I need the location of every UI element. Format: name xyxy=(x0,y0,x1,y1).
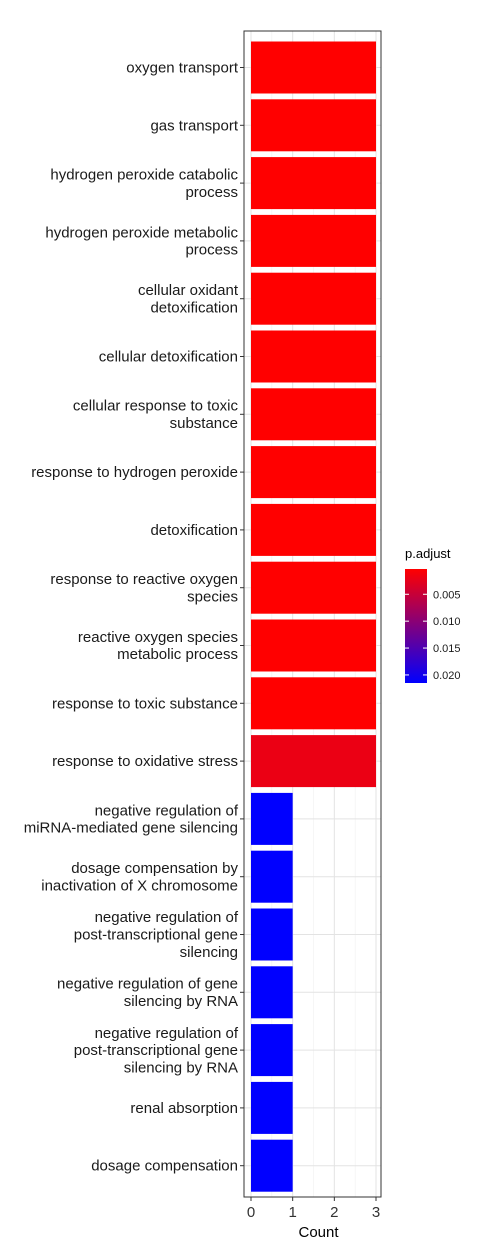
category-label: oxygen transport xyxy=(126,60,239,77)
bar xyxy=(251,157,377,210)
category-label: negative regulation of post-transcription… xyxy=(74,1025,239,1077)
bar xyxy=(251,214,377,267)
legend-tick-label: 0.020 xyxy=(433,670,461,682)
legend-tick-label: 0.015 xyxy=(433,643,461,655)
plot-panel-border xyxy=(243,30,382,1198)
bar xyxy=(251,1081,293,1134)
bar xyxy=(251,908,293,961)
bar xyxy=(251,735,377,788)
x-tick-label: 1 xyxy=(288,1204,296,1221)
x-tick-label: 3 xyxy=(372,1204,380,1221)
legend-tick-label: 0.010 xyxy=(433,616,461,628)
category-label: cellular response to toxic substance xyxy=(73,398,239,432)
category-label: detoxification xyxy=(150,522,238,539)
x-tick-label: 2 xyxy=(330,1204,338,1221)
bar xyxy=(251,330,377,383)
category-label: negative regulation of post-transcription… xyxy=(74,909,239,961)
category-label: dosage compensation by inactivation of X … xyxy=(41,860,238,894)
bar xyxy=(251,446,377,499)
bar xyxy=(251,272,377,325)
legend-tick-label: 0.005 xyxy=(433,589,461,601)
bar xyxy=(251,388,377,441)
category-label: cellular detoxification xyxy=(99,349,238,366)
category-label: gas transport xyxy=(150,117,238,134)
legend-title: p.adjust xyxy=(405,546,451,561)
category-label: response to hydrogen peroxide xyxy=(31,464,238,481)
x-axis: 0 1 2 3 xyxy=(247,1197,380,1221)
x-axis-title: Count xyxy=(298,1224,339,1241)
category-label: negative regulation of gene silencing by … xyxy=(57,976,238,1010)
bar xyxy=(251,792,293,845)
bar xyxy=(251,503,377,556)
bar xyxy=(251,1024,293,1077)
category-label: dosage compensation xyxy=(91,1158,238,1175)
bar xyxy=(251,41,377,94)
color-legend: p.adjust 0.005 0.010 0.015 0.020 xyxy=(405,546,461,683)
category-label: hydrogen peroxide catabolic process xyxy=(50,166,238,200)
category-label: response to oxidative stress xyxy=(52,753,238,770)
category-label: reactive oxygen species metabolic process xyxy=(78,629,238,663)
bar xyxy=(251,561,377,614)
category-label: hydrogen peroxide metabolic process xyxy=(45,224,238,258)
category-label: negative regulation of miRNA-mediated gen… xyxy=(24,802,239,836)
bar xyxy=(251,677,377,730)
bar xyxy=(251,966,293,1019)
legend-gradient-bar xyxy=(405,569,427,683)
category-label: response to toxic substance xyxy=(52,695,238,712)
category-label: cellular oxidant detoxification xyxy=(138,282,239,316)
category-label: response to reactive oxygen species xyxy=(50,571,238,605)
category-label: renal absorption xyxy=(130,1100,238,1117)
bar xyxy=(251,850,293,903)
bar xyxy=(251,619,377,672)
x-tick-label: 0 xyxy=(247,1204,255,1221)
bars xyxy=(251,41,377,1192)
bar xyxy=(251,99,377,152)
bar xyxy=(251,1139,293,1192)
y-axis-labels: oxygen transport gas transport hydrogen pe… xyxy=(24,60,244,1175)
